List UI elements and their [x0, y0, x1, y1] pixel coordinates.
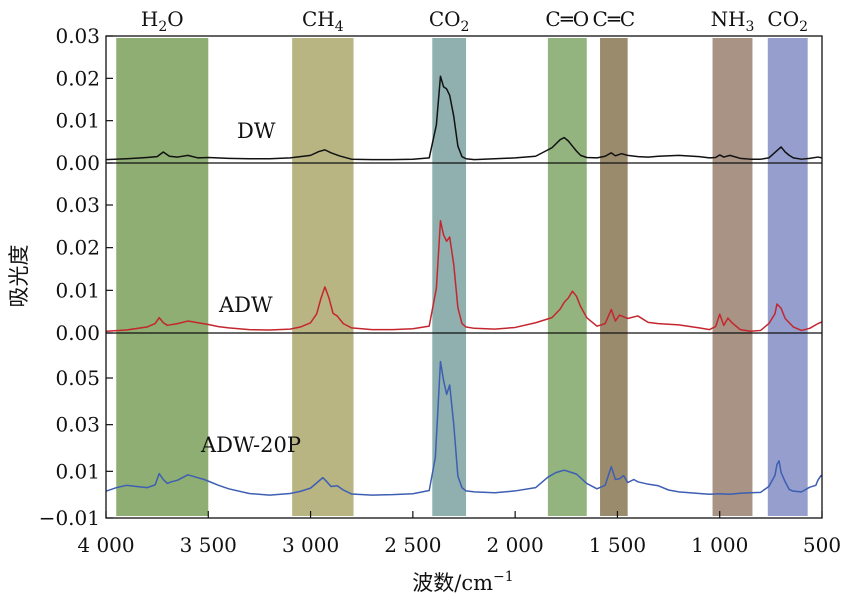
band-label-0: H2O	[141, 7, 184, 35]
y-tick-label-1-1: 0.01	[55, 278, 100, 302]
band-4	[600, 38, 628, 516]
band-label-4: C═C	[593, 7, 636, 31]
y-tick-label-1-2: 0.02	[55, 236, 100, 260]
y-tick-label-2-2: 0.03	[55, 413, 100, 437]
y-tick-label-0-0: 0.00	[55, 151, 100, 175]
band-label-2: CO2	[429, 7, 470, 35]
y-tick-label-0-2: 0.02	[55, 66, 100, 90]
x-tick-label-2: 3 000	[282, 533, 339, 557]
x-tick-label-1: 3 500	[180, 533, 237, 557]
series-line-adw	[105, 220, 823, 333]
x-axis-title: 波数/cm−1	[412, 569, 513, 595]
band-2	[432, 38, 467, 516]
x-tick-label-3: 2 500	[384, 533, 441, 557]
y-tick-label-1-0: 0.00	[55, 321, 100, 345]
x-tick-label-7: 500	[803, 533, 841, 557]
tick-layer	[105, 35, 823, 519]
y-tick-label-1-3: 0.03	[55, 193, 100, 217]
x-tick-label-4: 2 000	[487, 533, 544, 557]
y-tick-label-0-3: 0.03	[55, 24, 100, 48]
x-tick-label-5: 1 500	[589, 533, 646, 557]
band-1	[292, 38, 354, 516]
axes-frame	[105, 35, 823, 519]
plot-frame	[105, 35, 823, 519]
series-line-adw-20p	[105, 360, 823, 496]
series-label-1: ADW	[218, 293, 273, 317]
x-tick-label-0: 4 000	[77, 533, 134, 557]
y-tick-label-2-0: −0.01	[39, 506, 100, 530]
series-line-dw	[105, 75, 823, 161]
y-tick-label-2-3: 0.05	[55, 366, 100, 390]
band-label-6: CO2	[767, 7, 808, 35]
y-tick-label-0-1: 0.01	[55, 109, 100, 133]
band-label-1: CH4	[302, 7, 344, 35]
y-tick-label-2-1: 0.01	[55, 459, 100, 483]
band-0	[116, 38, 209, 516]
band-label-3: C═O	[545, 7, 589, 31]
band-layer	[116, 38, 808, 516]
band-5	[712, 38, 753, 516]
label-layer: H2O CH4 CO2 C═O C═C NH3 CO2 DW 0.00 0.01 0.02 0.03 A…	[7, 7, 841, 595]
series-label-0: DW	[237, 119, 276, 143]
y-axis-title: 吸光度	[7, 245, 31, 308]
series-layer	[105, 75, 823, 496]
band-3	[547, 38, 587, 516]
x-tick-label-6: 1 000	[691, 533, 748, 557]
series-label-2: ADW-20P	[200, 433, 301, 457]
band-6	[767, 38, 808, 516]
band-label-5: NH3	[711, 7, 755, 35]
